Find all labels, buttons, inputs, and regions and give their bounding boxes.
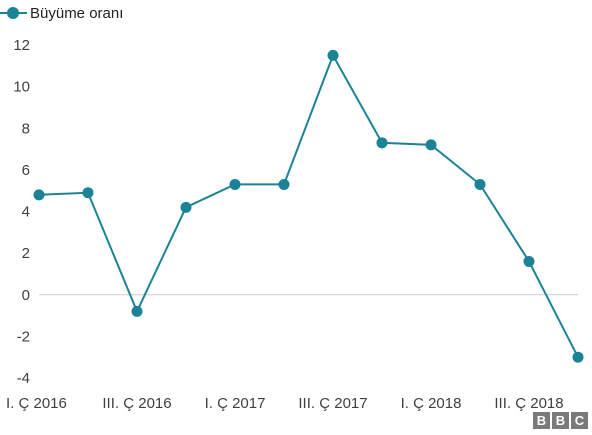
data-point <box>180 201 192 213</box>
data-point <box>474 178 486 190</box>
x-tick-label: III. Ç 2016 <box>102 395 171 412</box>
data-point <box>229 178 241 190</box>
x-tick-label: III. Ç 2018 <box>494 395 563 412</box>
data-point <box>82 187 94 199</box>
y-tick-label: 6 <box>22 162 30 179</box>
legend-marker-swatch <box>7 7 19 19</box>
data-point <box>376 137 388 149</box>
legend: Büyüme oranı <box>0 5 123 22</box>
y-tick-label: 2 <box>22 245 30 262</box>
x-tick-label: III. Ç 2017 <box>298 395 367 412</box>
y-tick-label: 4 <box>22 204 30 221</box>
series-line-buyume-orani <box>38 53 579 358</box>
bbc-logo-letter: B <box>533 412 550 429</box>
data-point <box>523 255 535 267</box>
bbc-logo-letter: C <box>571 412 588 429</box>
x-tick-label: I. Ç 2016 <box>6 395 67 412</box>
x-axis: I. Ç 2016 III. Ç 2016 I. Ç 2017 III. Ç 2017… <box>6 395 564 412</box>
data-point <box>327 49 339 61</box>
y-axis: 12 10 8 6 4 2 0 -2 -4 <box>13 37 30 387</box>
y-tick-label: 8 <box>22 120 30 137</box>
series-markers <box>33 49 584 363</box>
y-tick-label: 12 <box>13 37 30 54</box>
data-point <box>33 189 45 201</box>
legend-label: Büyüme oranı <box>30 5 123 22</box>
bbc-logo-letter: B <box>552 412 569 429</box>
x-tick-label: I. Ç 2018 <box>401 395 462 412</box>
x-tick-label: I. Ç 2017 <box>205 395 266 412</box>
y-tick-label: -2 <box>17 328 30 345</box>
bbc-logo: B B C <box>533 412 588 429</box>
data-point <box>278 178 290 190</box>
y-tick-label: -4 <box>17 370 30 387</box>
y-tick-label: 10 <box>13 79 30 96</box>
data-point <box>425 139 437 151</box>
data-point <box>131 305 143 317</box>
y-tick-label: 0 <box>22 287 30 304</box>
data-point <box>572 351 584 363</box>
